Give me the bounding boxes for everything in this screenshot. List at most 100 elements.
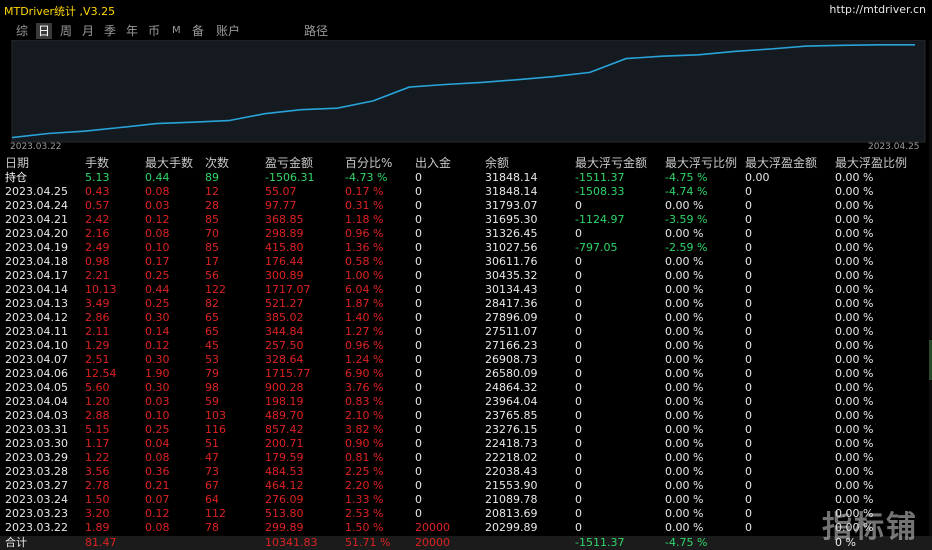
cell-6: 0 [415, 339, 422, 352]
tab-2[interactable]: 周 [60, 24, 73, 38]
table-row[interactable]: 2023.03.28 3.56 0.36 73 484.53 2.25 % 0 22038.4… [0, 465, 932, 479]
tab-9[interactable]: 账户 [216, 24, 241, 38]
cell-9: 0.00 % [665, 451, 704, 464]
cell-10: 0 [745, 241, 752, 254]
cell-1: 1.89 [85, 521, 110, 534]
cell-2: 0.10 [145, 409, 170, 422]
total-max-float-profit-pct: 0 % [835, 536, 856, 549]
holding-max-lots: 0.44 [145, 171, 170, 184]
cell-0: 2023.04.25 [5, 185, 68, 198]
column-header-2[interactable]: 最大手数 [145, 156, 194, 170]
table-row[interactable]: 2023.04.18 0.98 0.17 17 176.44 0.58 % 0 30611.7… [0, 255, 932, 269]
cell-10: 0 [745, 367, 752, 380]
tab-7[interactable]: M [172, 25, 181, 36]
cell-5: 1.00 % [345, 269, 384, 282]
tab-10[interactable]: 路径 [304, 24, 329, 38]
column-header-10[interactable]: 最大浮盈金额 [745, 156, 818, 170]
cell-5: 6.90 % [345, 367, 384, 380]
cell-6: 0 [415, 353, 422, 366]
cell-11: 0.00 % [835, 199, 874, 212]
cell-8: 0 [575, 381, 582, 394]
column-header-3[interactable]: 次数 [205, 156, 230, 170]
cell-10: 0 [745, 311, 752, 324]
cell-11: 0.00 % [835, 507, 874, 520]
cell-8: 0 [575, 423, 582, 436]
cell-7: 31027.56 [485, 241, 538, 254]
cell-10: 0 [745, 325, 752, 338]
column-header-8[interactable]: 最大浮亏金额 [575, 156, 648, 170]
vertical-scrollbar[interactable] [929, 40, 932, 536]
tab-3[interactable]: 月 [82, 24, 95, 38]
tab-6[interactable]: 币 [148, 24, 161, 38]
cell-9: 0.00 % [665, 269, 704, 282]
column-header-11[interactable]: 最大浮盈比例 [835, 156, 908, 170]
cell-0: 2023.04.20 [5, 227, 68, 240]
table-row[interactable]: 2023.04.05 5.60 0.30 98 900.28 3.76 % 0 24864.3… [0, 381, 932, 395]
chart-start-label: 2023.03.22 [10, 142, 62, 152]
column-header-4[interactable]: 盈亏金额 [265, 156, 314, 170]
cell-0: 2023.03.23 [5, 507, 68, 520]
table-row[interactable]: 2023.03.31 5.15 0.25 116 857.42 3.82 % 0 23276.… [0, 423, 932, 437]
tab-0[interactable]: 综 [16, 24, 29, 38]
table-row[interactable]: 2023.04.13 3.49 0.25 82 521.27 1.87 % 0 28417.3… [0, 297, 932, 311]
table-row[interactable]: 2023.04.17 2.21 0.25 56 300.89 1.00 % 0 30435.3… [0, 269, 932, 283]
scrollbar-thumb[interactable] [929, 340, 932, 380]
cell-4: 368.85 [265, 213, 304, 226]
table-row[interactable]: 2023.04.06 12.54 1.90 79 1715.77 6.90 % 0 26580… [0, 367, 932, 381]
total-pct: 51.71 % [345, 536, 391, 549]
cell-1: 2.86 [85, 311, 110, 324]
cell-10: 0 [745, 395, 752, 408]
cell-7: 21553.90 [485, 479, 538, 492]
table-row[interactable]: 2023.04.14 10.13 0.44 122 1717.07 6.04 % 0 3013… [0, 283, 932, 297]
table-row[interactable]: 2023.03.27 2.78 0.21 67 464.12 2.20 % 0 21553.9… [0, 479, 932, 493]
cell-11: 0.00 % [835, 339, 874, 352]
holding-balance: 31848.14 [485, 171, 538, 184]
tab-4[interactable]: 季 [104, 24, 117, 38]
holding-row[interactable]: 持仓 5.13 0.44 89 -1506.31 -4.73 % 0 31848… [0, 171, 932, 185]
table-row[interactable]: 2023.04.19 2.49 0.10 85 415.80 1.36 % 0 31027.5… [0, 241, 932, 255]
tab-5[interactable]: 年 [126, 24, 139, 38]
cell-6: 0 [415, 269, 422, 282]
cell-8: 0 [575, 507, 582, 520]
cell-4: 298.89 [265, 227, 304, 240]
table-row[interactable]: 2023.04.24 0.57 0.03 28 97.77 0.31 % 0 31793.07… [0, 199, 932, 213]
holding-pnl: -1506.31 [265, 171, 315, 184]
column-header-5[interactable]: 百分比% [345, 156, 393, 170]
cell-1: 2.16 [85, 227, 110, 240]
cell-8: 0 [575, 521, 582, 534]
cell-9: 0.00 % [665, 353, 704, 366]
cell-11: 0.00 % [835, 325, 874, 338]
table-row[interactable]: 2023.04.25 0.43 0.08 12 55.07 0.17 % 0 31848.14… [0, 185, 932, 199]
cell-10: 0 [745, 213, 752, 226]
cell-9: 0.00 % [665, 423, 704, 436]
column-header-6[interactable]: 出入金 [415, 156, 452, 170]
column-header-9[interactable]: 最大浮亏比例 [665, 156, 738, 170]
table-row[interactable]: 2023.04.20 2.16 0.08 70 298.89 0.96 % 0 31326.4… [0, 227, 932, 241]
cell-9: -2.59 % [665, 241, 708, 254]
table-row[interactable]: 2023.03.22 1.89 0.08 78 299.89 1.50 % 20000 202… [0, 521, 932, 535]
tab-8[interactable]: 备 [192, 24, 205, 38]
cell-2: 0.08 [145, 227, 170, 240]
table-row[interactable]: 2023.03.29 1.22 0.08 47 179.59 0.81 % 0 22218.0… [0, 451, 932, 465]
tab-1[interactable]: 日 [36, 23, 53, 39]
table-row[interactable]: 2023.03.24 1.50 0.07 64 276.09 1.33 % 0 21089.7… [0, 493, 932, 507]
column-header-7[interactable]: 余额 [485, 156, 510, 170]
table-row[interactable]: 2023.04.04 1.20 0.03 59 198.19 0.83 % 0 23964.0… [0, 395, 932, 409]
column-header-0[interactable]: 日期 [5, 156, 30, 170]
cell-7: 22218.02 [485, 451, 538, 464]
table-row[interactable]: 2023.04.03 2.88 0.10 103 489.70 2.10 % 0 23765.… [0, 409, 932, 423]
cell-10: 0 [745, 297, 752, 310]
cell-2: 0.04 [145, 437, 170, 450]
holding-max-drawdown-pct: -4.75 % [665, 171, 708, 184]
table-row[interactable]: 2023.04.07 2.51 0.30 53 328.64 1.24 % 0 26908.7… [0, 353, 932, 367]
table-row[interactable]: 2023.03.23 3.20 0.12 112 513.80 2.53 % 0 20813.… [0, 507, 932, 521]
column-header-1[interactable]: 手数 [85, 156, 110, 170]
website-link[interactable]: http://mtdriver.cn [829, 3, 926, 16]
table-row[interactable]: 2023.04.21 2.42 0.12 85 368.85 1.18 % 0 31695.3… [0, 213, 932, 227]
holding-max-float-profit-pct: 0.00 % [835, 171, 874, 184]
table-row[interactable]: 2023.04.11 2.11 0.14 65 344.84 1.27 % 0 27511.0… [0, 325, 932, 339]
table-row[interactable]: 2023.04.10 1.29 0.12 45 257.50 0.96 % 0 27166.2… [0, 339, 932, 353]
table-row[interactable]: 2023.03.30 1.17 0.04 51 200.71 0.90 % 0 22418.7… [0, 437, 932, 451]
table-row[interactable]: 2023.04.12 2.86 0.30 65 385.02 1.40 % 0 27896.0… [0, 311, 932, 325]
holding-max-float-profit: 0.00 [745, 171, 770, 184]
